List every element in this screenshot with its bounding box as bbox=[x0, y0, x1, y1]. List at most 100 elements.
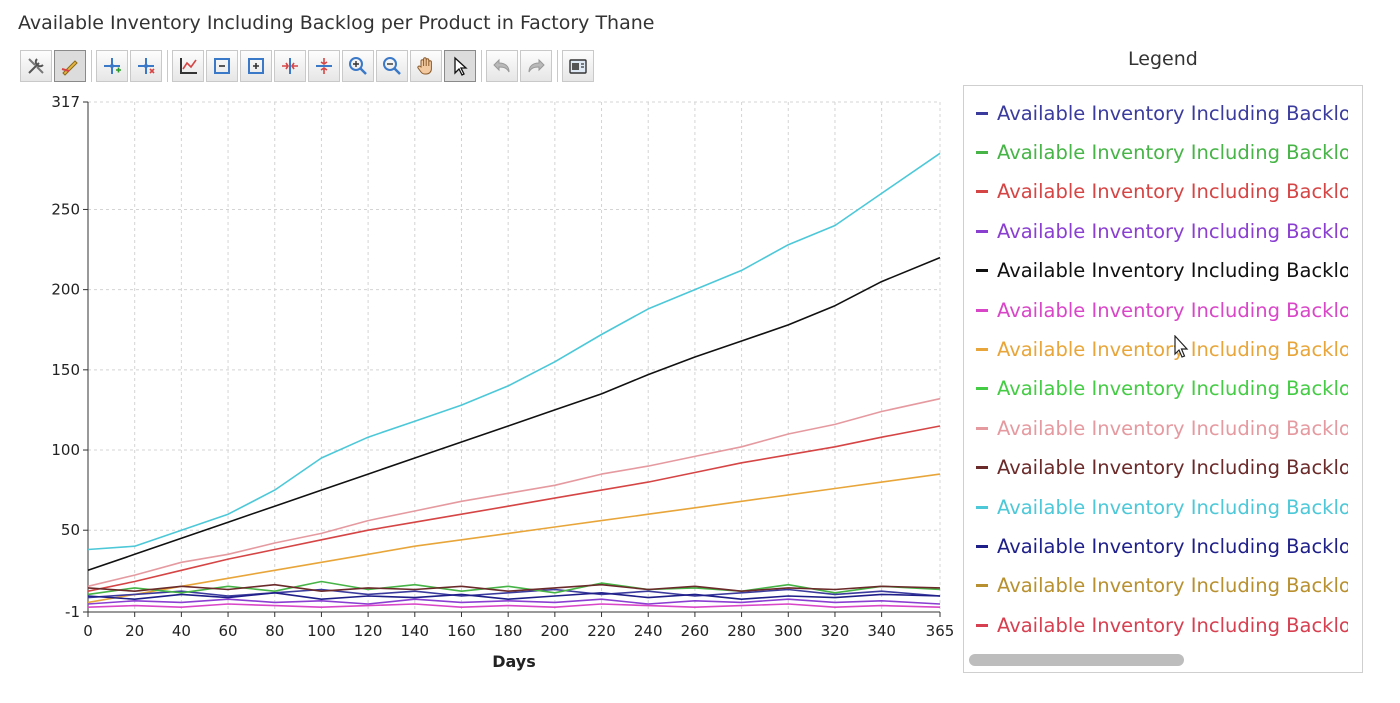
legend-item[interactable]: Available Inventory Including Backlo bbox=[976, 295, 1348, 325]
legend-label: Available Inventory Including Backlo bbox=[997, 416, 1348, 440]
legend-swatch bbox=[976, 387, 988, 391]
toolbar-separator bbox=[481, 50, 482, 82]
legend-title: Legend bbox=[1128, 48, 1198, 70]
series-line-7 bbox=[87, 580, 941, 596]
expand-vertical-button[interactable] bbox=[308, 50, 340, 82]
legend-item[interactable]: Available Inventory Including Backlo bbox=[976, 453, 1348, 483]
legend-swatch bbox=[976, 111, 988, 115]
x-tick-label: 260 bbox=[681, 622, 710, 640]
legend-label: Available Inventory Including Backlo bbox=[997, 298, 1348, 322]
expand-vertical-icon bbox=[316, 58, 332, 74]
x-tick-label: 120 bbox=[354, 622, 383, 640]
series-line-8 bbox=[87, 598, 941, 605]
legend-label: Available Inventory Including Backlo bbox=[997, 534, 1348, 558]
series-line-4 bbox=[87, 425, 941, 592]
line-chart[interactable]: 0 20 40 60 80 100 120 140 160 180 200 220 240 260 280 3… bbox=[0, 90, 960, 680]
legend-item[interactable]: Available Inventory Including Backlo bbox=[976, 413, 1348, 443]
x-tick-label: 320 bbox=[821, 622, 850, 640]
zoom-in-icon bbox=[349, 57, 367, 75]
x-tick-label: 300 bbox=[774, 622, 803, 640]
legend-item[interactable]: Available Inventory Including Backlo bbox=[976, 216, 1348, 246]
legend-label: Available Inventory Including Backlo bbox=[997, 180, 1348, 204]
zoom-out-icon bbox=[383, 57, 401, 75]
add-point-button[interactable] bbox=[96, 50, 128, 82]
toolbar-separator bbox=[167, 50, 168, 82]
legend-label: Available Inventory Including Backlo bbox=[997, 337, 1348, 361]
x-tick-label: 180 bbox=[494, 622, 523, 640]
x-tick-label: 160 bbox=[447, 622, 476, 640]
x-tick-label: 100 bbox=[307, 622, 336, 640]
plot-area bbox=[88, 102, 940, 612]
pan-hand-icon bbox=[417, 57, 432, 75]
remove-point-button[interactable] bbox=[130, 50, 162, 82]
x-tick-label: 240 bbox=[634, 622, 663, 640]
legend-swatch bbox=[976, 505, 988, 509]
chart-toolbar bbox=[20, 48, 596, 84]
zoom-box-icon bbox=[214, 58, 230, 74]
y-tick-label: 50 bbox=[61, 521, 80, 539]
legend-label: Available Inventory Including Backlo bbox=[997, 613, 1348, 637]
legend-swatch bbox=[976, 269, 988, 273]
series-line-9 bbox=[87, 603, 941, 609]
legend-item[interactable]: Available Inventory Including Backlo bbox=[976, 98, 1348, 128]
axis-icon bbox=[180, 58, 197, 74]
legend-item[interactable]: Available Inventory Including Backlo bbox=[976, 256, 1348, 286]
x-tick-label: 200 bbox=[541, 622, 570, 640]
legend-item[interactable]: Available Inventory Including Backlo bbox=[976, 571, 1348, 601]
legend-item[interactable]: Available Inventory Including Backlo bbox=[976, 610, 1348, 640]
undo-icon bbox=[493, 58, 510, 73]
properties-icon bbox=[28, 58, 44, 74]
y-tick-label: 317 bbox=[51, 93, 80, 111]
x-tick-label: 140 bbox=[400, 622, 429, 640]
legend-panel[interactable]: Available Inventory Including Backlo Avai… bbox=[963, 85, 1363, 673]
x-tick-label: 80 bbox=[265, 622, 284, 640]
y-tick-label: 100 bbox=[51, 441, 80, 459]
x-tick-label: 340 bbox=[867, 622, 896, 640]
series-line-1 bbox=[87, 152, 941, 551]
series-line-11 bbox=[87, 591, 941, 601]
zoom-in-button[interactable] bbox=[342, 50, 374, 82]
pointer-button[interactable] bbox=[444, 50, 476, 82]
legend-label: Available Inventory Including Backlo bbox=[997, 377, 1348, 401]
zoom-fit-button[interactable] bbox=[240, 50, 272, 82]
series-line-6 bbox=[87, 588, 941, 599]
y-tick-label: 150 bbox=[51, 361, 80, 379]
legend-swatch bbox=[976, 426, 988, 430]
export-image-button[interactable] bbox=[562, 50, 594, 82]
redo-button[interactable] bbox=[520, 50, 552, 82]
series-line-2 bbox=[87, 256, 941, 572]
expand-horizontal-button[interactable] bbox=[274, 50, 306, 82]
undo-button[interactable] bbox=[486, 50, 518, 82]
y-tick-label: 200 bbox=[51, 281, 80, 299]
legend-swatch bbox=[976, 150, 988, 154]
legend-item[interactable]: Available Inventory Including Backlo bbox=[976, 531, 1348, 561]
zoom-box-button[interactable] bbox=[206, 50, 238, 82]
legend-item[interactable]: Available Inventory Including Backlo bbox=[976, 177, 1348, 207]
legend-item[interactable]: Available Inventory Including Backlo bbox=[976, 492, 1348, 522]
x-tick-label: 40 bbox=[172, 622, 191, 640]
legend-label: Available Inventory Including Backlo bbox=[997, 574, 1348, 598]
axis-button[interactable] bbox=[172, 50, 204, 82]
properties-button[interactable] bbox=[20, 50, 52, 82]
legend-item[interactable]: Available Inventory Including Backlo bbox=[976, 137, 1348, 167]
legend-item[interactable]: Available Inventory Including Backlo bbox=[976, 374, 1348, 404]
expand-horizontal-icon bbox=[282, 58, 298, 74]
toolbar-separator bbox=[91, 50, 92, 82]
edit-button[interactable] bbox=[54, 50, 86, 82]
pointer-icon bbox=[454, 56, 468, 76]
legend-label: Available Inventory Including Backlo bbox=[997, 259, 1348, 283]
x-axis-label: Days bbox=[492, 652, 536, 671]
y-tick-label: 250 bbox=[51, 200, 80, 218]
legend-label: Available Inventory Including Backlo bbox=[997, 219, 1348, 243]
pan-button[interactable] bbox=[410, 50, 442, 82]
x-tick-label: 60 bbox=[219, 622, 238, 640]
zoom-out-button[interactable] bbox=[376, 50, 408, 82]
legend-swatch bbox=[976, 308, 988, 312]
chart-area[interactable]: 0 20 40 60 80 100 120 140 160 180 200 220 240 260 280 3… bbox=[0, 90, 960, 680]
x-tick-label: 365 bbox=[926, 622, 955, 640]
series-line-10 bbox=[87, 583, 941, 593]
mouse-cursor-icon bbox=[1174, 335, 1189, 358]
legend-horizontal-scrollbar[interactable] bbox=[969, 654, 1184, 666]
legend-item[interactable]: Available Inventory Including Backlo bbox=[976, 334, 1348, 364]
toolbar-separator bbox=[557, 50, 558, 82]
